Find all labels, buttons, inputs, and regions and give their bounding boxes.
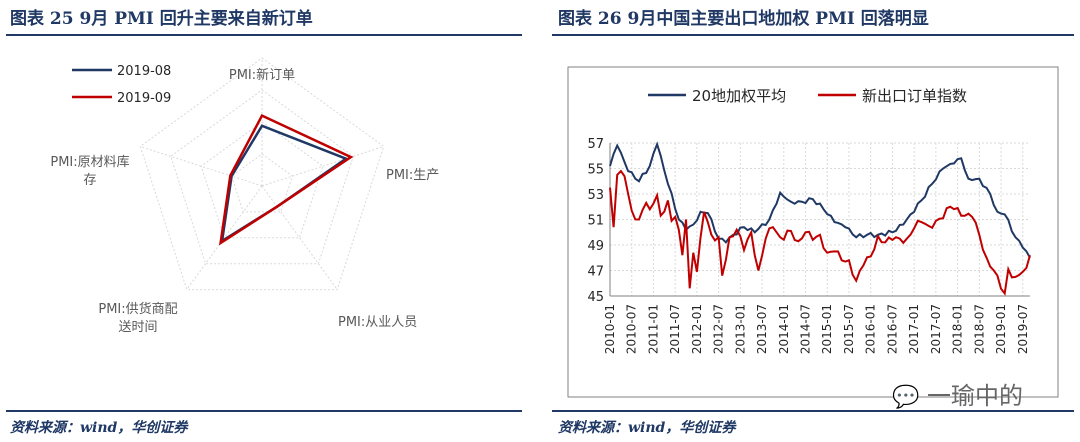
line-series-1 [609,169,1031,296]
radar-axis-label: PMI:原材料库存 [50,154,129,188]
line-x-tick-label: 2014-07 [799,304,813,354]
line-x-tick-label: 2012-01 [690,304,704,354]
line-x-tick-label: 2011-07 [668,304,682,354]
line-x-tick-label: 2013-07 [755,304,769,354]
line-x-tick-label: 2017-07 [929,304,943,354]
line-x-tick-label: 2016-01 [864,304,878,354]
line-x-tick-label: 2010-07 [625,304,639,354]
chat-bubble-icon: 💬 [892,385,920,410]
radar-grid-ring [139,57,385,291]
line-plot-frame [567,66,1059,398]
line-x-tick-label: 2015-07 [842,304,856,354]
line-x-tick-label: 2018-01 [951,304,965,354]
line-x-tick-label: 2012-07 [712,304,726,354]
radar-legend-label: 2019-09 [117,91,171,106]
radar-spoke [186,185,263,290]
radar-chart: PMI:新订单 PMI:生产 PMI:从业人员 PMI:供货商配送时间 PMI:原材料库… [50,57,439,335]
radar-title-rule [6,34,522,36]
line-x-tick-label: 2010-01 [603,304,617,354]
line-x-tick-label: 2019-07 [1016,304,1030,354]
line-x-tick-label: 2016-07 [885,304,899,354]
line-series-0 [609,141,1031,259]
line-y-tick-label: 51 [587,214,604,229]
radar-spoke [261,145,384,187]
line-x-tick-label: 2015-01 [820,304,834,354]
line-legend-label: 20地加权平均 [692,87,786,105]
radar-axis-label: PMI:生产 [386,168,439,183]
line-y-tick-label: 57 [587,137,604,152]
line-title-rule [552,34,1074,36]
line-x-tick-label: 2013-01 [733,304,747,354]
line-y-tick-label: 53 [587,188,604,203]
line-source: 资料来源：wind，华创证券 [558,420,736,436]
radar-axis-label: PMI:供货商配送时间 [98,301,177,335]
radar-legend-label: 2019-08 [117,64,171,79]
line-y-tick-label: 55 [587,163,604,178]
radar-series-2019-08 [220,124,349,244]
line-x-tick-label: 2019-01 [994,304,1008,354]
line-y-tick-label: 49 [587,239,604,254]
line-y-tick-label: 47 [587,265,604,280]
line-x-tick-label: 2018-07 [972,304,986,354]
radar-source: 资料来源：wind，华创证券 [10,420,188,436]
line-x-tick-label: 2011-01 [646,304,660,354]
radar-grid-ring [200,121,324,239]
radar-source-rule [6,410,522,412]
radar-spoke [140,145,263,187]
radar-figure-title: 图表 25 9月 PMI 回升主要来自新订单 [10,9,313,29]
line-chart: 45 47 49 51 53 55 57 2010-01 2010-07 2011-01 2011-… [567,66,1059,398]
radar-axis-label: PMI:从业人员 [338,315,417,330]
radar-grid-ring [231,153,293,213]
radar-axis-label: PMI:新订单 [229,67,295,83]
watermark: 💬 一瑜中的 [892,376,1023,411]
radar-spoke [261,185,338,290]
line-y-tick-label: 45 [587,290,604,305]
line-x-tick-label: 2014-01 [777,304,791,354]
line-source-rule [552,410,1074,412]
line-x-tick-label: 2017-01 [907,304,921,354]
watermark-text: 一瑜中的 [927,382,1024,410]
line-figure-title: 图表 26 9月中国主要出口地加权 PMI 回落明显 [558,9,929,29]
line-panel: 图表 26 9月中国主要出口地加权 PMI 回落明显 45 47 49 51 53 55 5… [548,0,1080,442]
radar-panel: 图表 25 9月 PMI 回升主要来自新订单 PMI:新订单 PMI:生产 PMI:… [0,0,528,442]
line-legend-label: 新出口订单指数 [862,87,967,105]
radar-series-2019-09 [218,113,354,246]
